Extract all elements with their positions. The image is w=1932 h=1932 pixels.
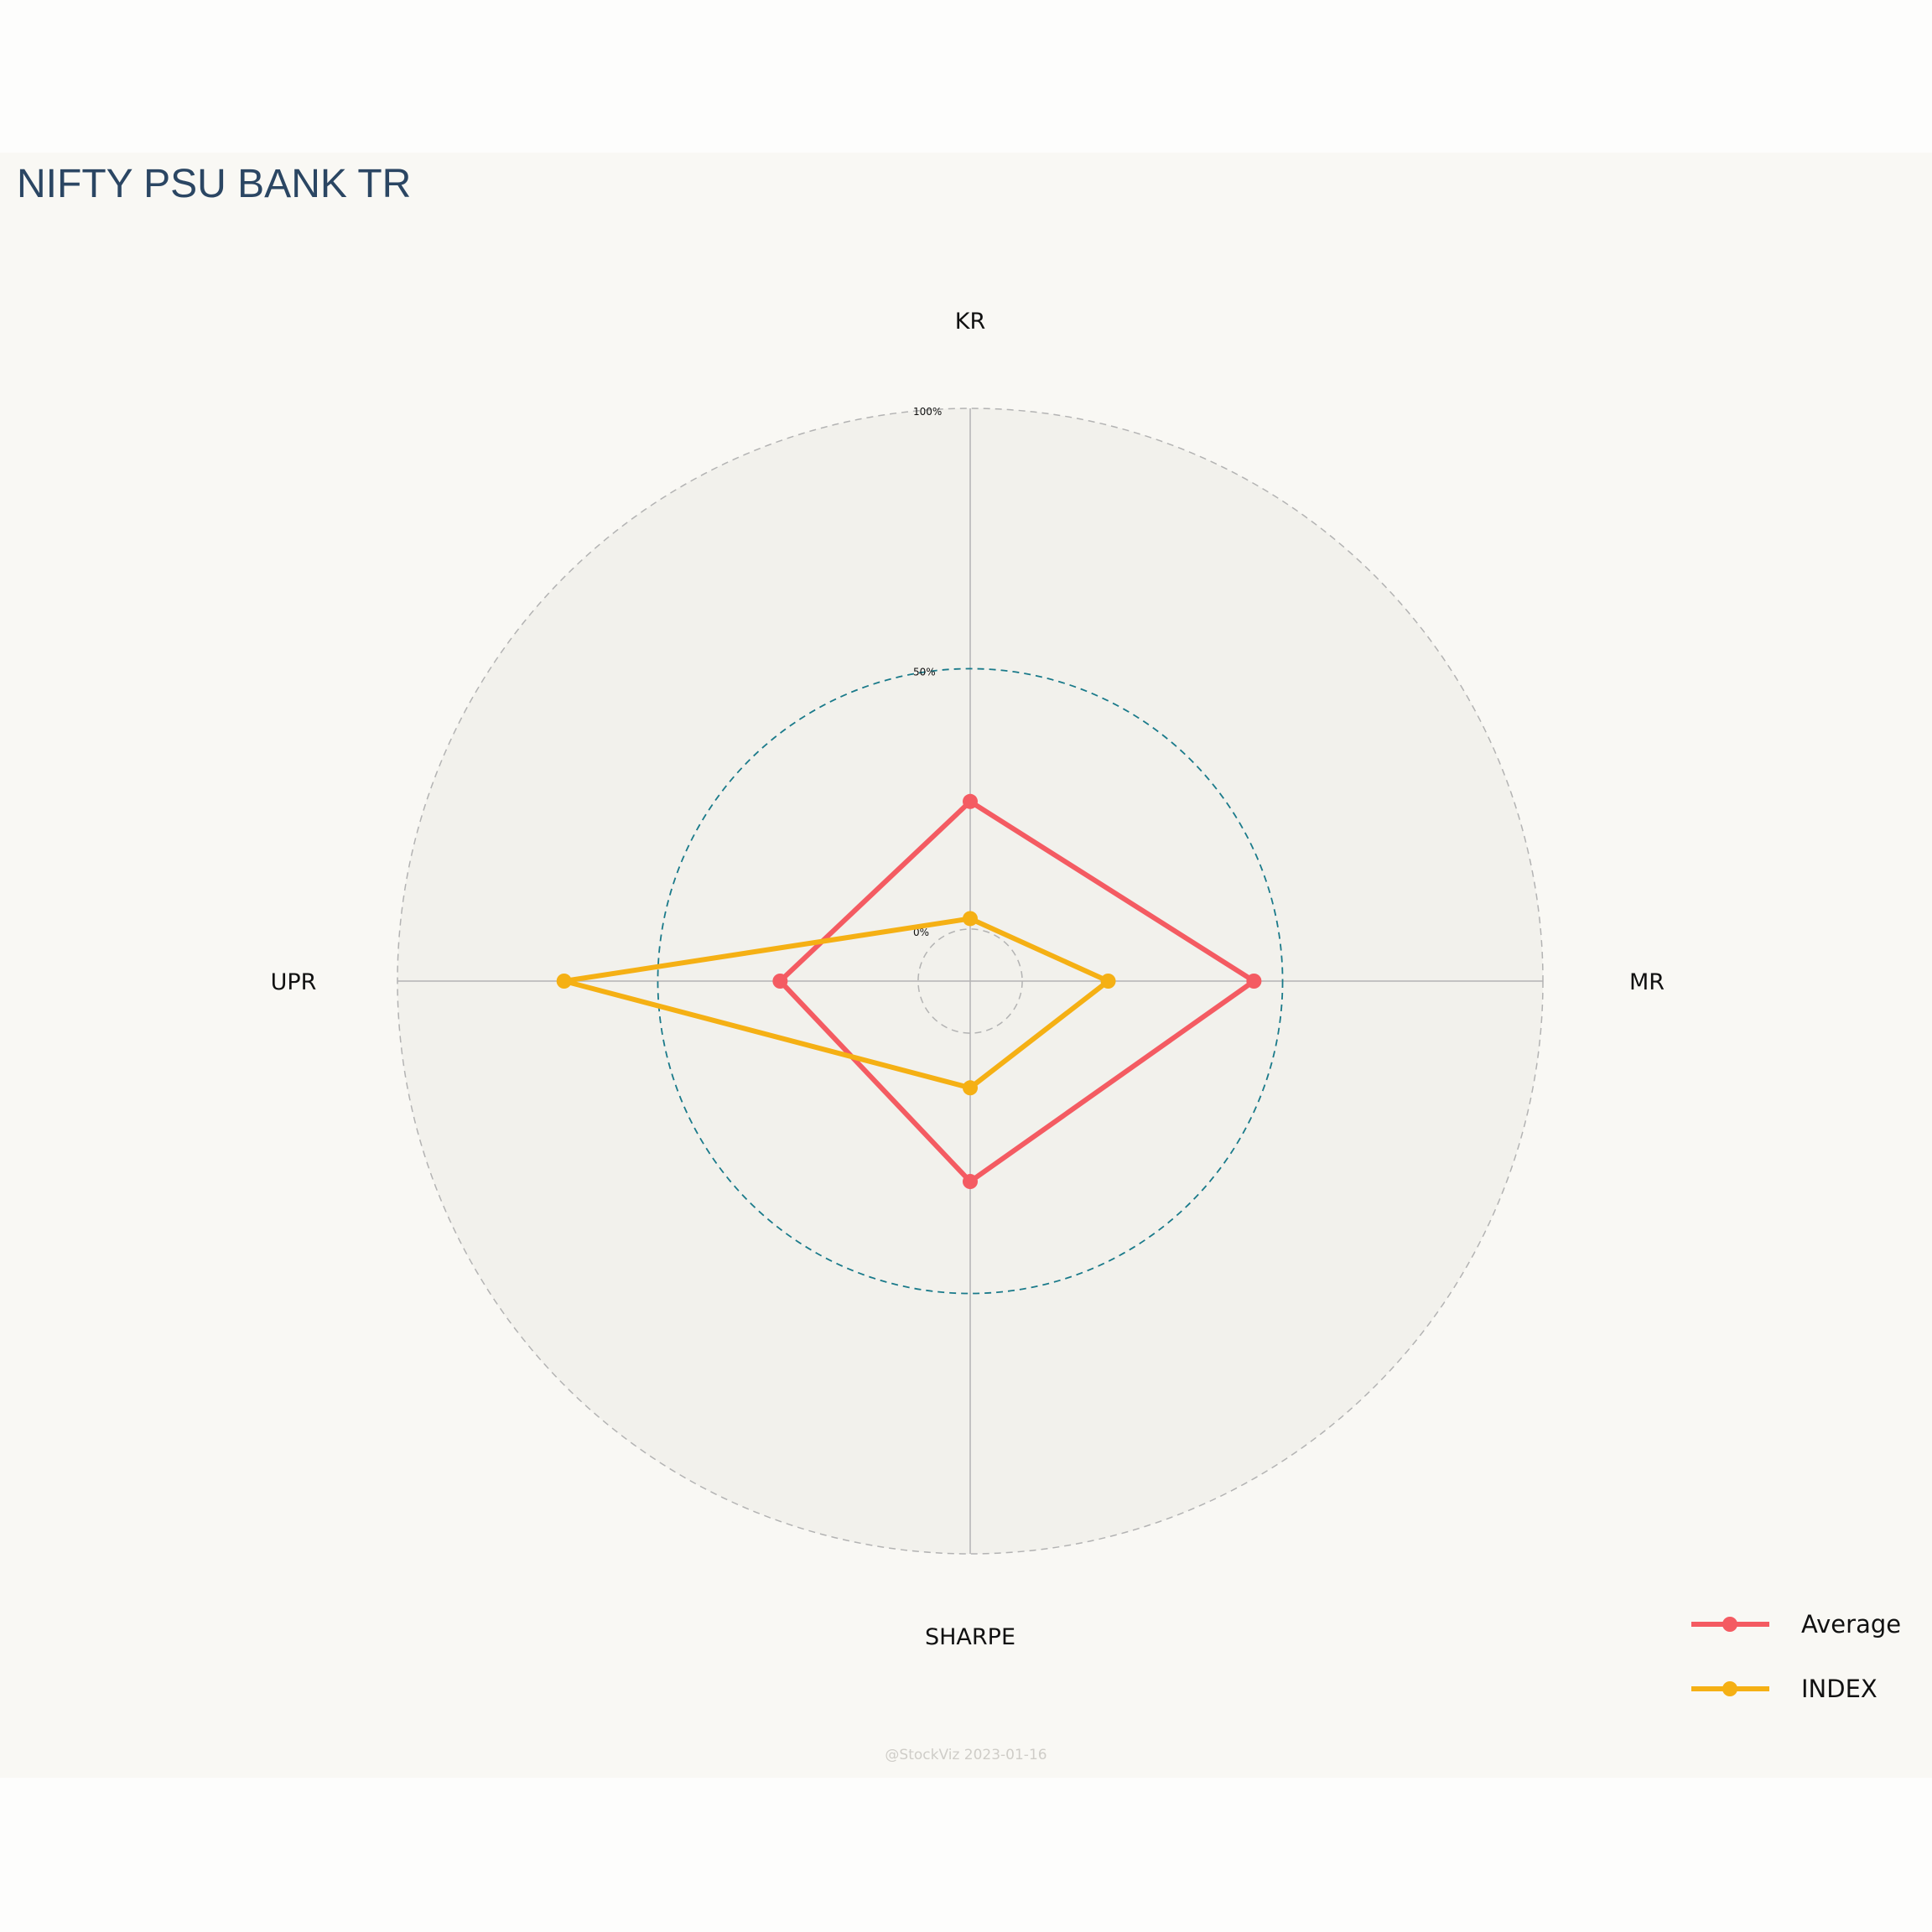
legend-marker-average — [1722, 1617, 1737, 1632]
tick-label-50: 50% — [913, 666, 936, 678]
legend-marker-index — [1722, 1681, 1737, 1696]
grid-ring-50 — [657, 667, 1284, 1295]
point-average-sharpe — [963, 1174, 978, 1190]
point-index-mr — [1100, 974, 1116, 989]
point-index-upr — [556, 974, 572, 989]
tick-label-0: 0% — [913, 927, 929, 938]
legend-label-average: Average — [1801, 1610, 1901, 1639]
point-average-kr — [963, 793, 978, 809]
tick-label-100: 100% — [913, 406, 942, 418]
point-average-mr — [1246, 974, 1262, 989]
axis-label-sharpe: SHARPE — [925, 1624, 1015, 1650]
grid-ring-100 — [397, 408, 1544, 1555]
grid-ring-0 — [917, 928, 1023, 1034]
watermark: @StockViz 2023-01-16 — [885, 1747, 1046, 1763]
axis-label-upr: UPR — [271, 969, 317, 995]
axis-label-mr: MR — [1629, 969, 1665, 995]
legend-label-index: INDEX — [1801, 1675, 1877, 1703]
point-index-sharpe — [963, 1080, 978, 1096]
point-average-upr — [772, 974, 788, 989]
axis-label-kr: KR — [955, 309, 985, 335]
chart-title: NIFTY PSU BANK TR — [17, 162, 412, 206]
point-index-kr — [963, 911, 978, 927]
